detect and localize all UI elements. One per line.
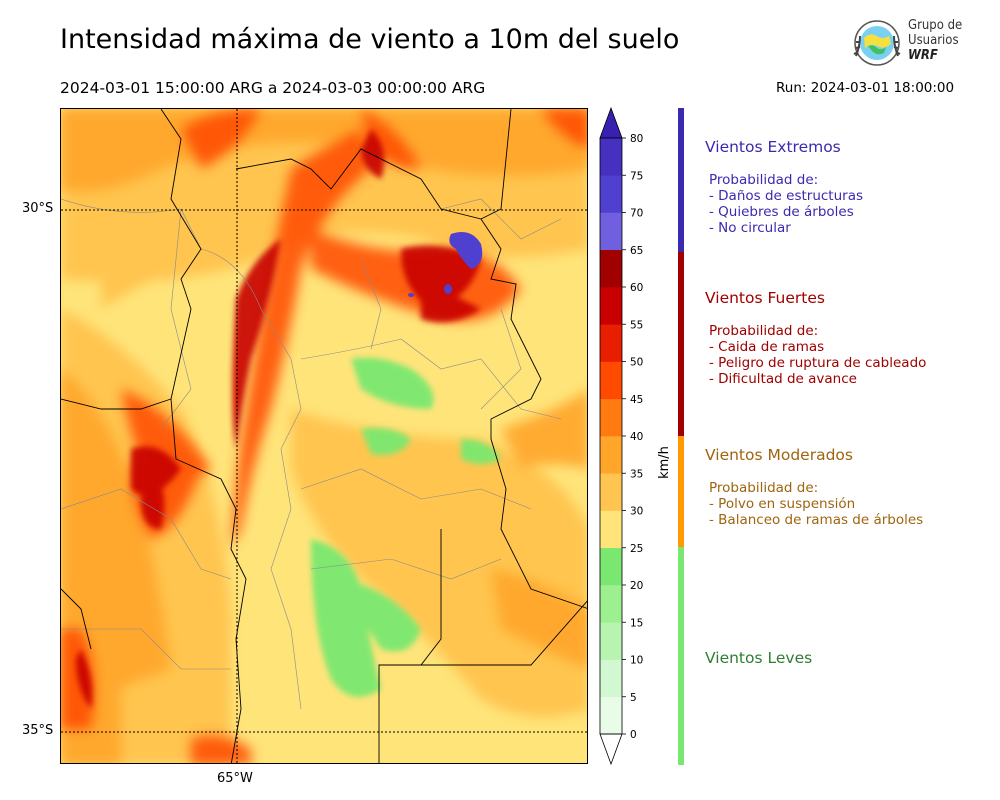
desc-line: - Caida de ramas bbox=[709, 339, 825, 355]
colorbar-tick-label: 55 bbox=[630, 319, 643, 331]
colorbar-tick-label: 70 bbox=[630, 208, 643, 220]
colorbar-tick-label: 25 bbox=[630, 543, 643, 555]
colorbar-tick-label: 35 bbox=[630, 468, 643, 480]
category-title-fuertes: Vientos Fuertes bbox=[705, 289, 825, 307]
colorbar-tick-label: 60 bbox=[630, 282, 643, 294]
lat-label-35s: 35°S bbox=[22, 723, 54, 738]
desc-line: Probabilidad de: bbox=[709, 323, 819, 339]
colorbar-cell bbox=[600, 510, 622, 549]
wind-map bbox=[60, 108, 588, 764]
category-title-leves: Vientos Leves bbox=[705, 649, 813, 667]
colorbar-cell bbox=[600, 659, 622, 698]
colorbar-cell bbox=[600, 585, 622, 623]
colorbar-cell bbox=[600, 249, 622, 288]
category-bar-moderados bbox=[678, 436, 684, 547]
desc-line: - No circular bbox=[709, 220, 791, 236]
colorbar-tick-label: 30 bbox=[630, 506, 643, 518]
desc-line: Probabilidad de: bbox=[709, 172, 819, 188]
colorbar-tick-label: 10 bbox=[630, 655, 643, 667]
logo-line-1: Grupo de bbox=[908, 18, 963, 33]
colorbar-cell bbox=[600, 361, 622, 400]
wind-field bbox=[61, 109, 587, 763]
desc-line: - Dificultad de avance bbox=[709, 371, 857, 387]
colorbar-cell bbox=[600, 547, 622, 586]
category-bar-extremos bbox=[678, 108, 684, 252]
colorbar-cell bbox=[600, 473, 622, 511]
colorbar-extend-min bbox=[599, 733, 623, 766]
colorbar-cell bbox=[600, 622, 622, 660]
colorbar-cell bbox=[600, 398, 622, 437]
category-desc-fuertes: Probabilidad de: - Caida de ramas - Peli… bbox=[709, 323, 926, 387]
chart-title: Intensidad máxima de viento a 10m del su… bbox=[60, 24, 680, 55]
colorbar-tick-label: 40 bbox=[630, 431, 643, 443]
desc-line: - Polvo en suspensión bbox=[709, 496, 856, 512]
colorbar-tick-label: 65 bbox=[630, 245, 643, 257]
category-desc-moderados: Probabilidad de: - Polvo en suspensión -… bbox=[709, 480, 923, 528]
colorbar-ticks: 0 5 10 15 20 25 30 35 40 45 50 55 60 65 70 75 80 bbox=[622, 133, 643, 741]
desc-line: - Peligro de ruptura de cableado bbox=[709, 355, 927, 371]
category-bar-leves bbox=[678, 547, 684, 765]
run-time: Run: 2024-03-01 18:00:00 bbox=[776, 80, 955, 96]
forecast-period: 2024-03-01 15:00:00 ARG a 2024-03-03 00:… bbox=[60, 79, 486, 97]
logo-line-2: Usuarios bbox=[908, 33, 959, 48]
lon-label-65w: 65°W bbox=[217, 771, 253, 786]
category-title-moderados: Vientos Moderados bbox=[705, 446, 853, 464]
colorbar-tick-label: 0 bbox=[630, 729, 637, 741]
colorbar-tick-label: 50 bbox=[630, 357, 643, 369]
colorbar-unit: km/h bbox=[656, 446, 672, 479]
lat-label-30s: 30°S bbox=[22, 201, 54, 216]
colorbar-tick-label: 45 bbox=[630, 394, 643, 406]
grupo-usuarios-wrf-logo: Grupo de Usuarios WRF bbox=[848, 16, 970, 76]
colorbar: 0 5 10 15 20 25 30 35 40 45 50 55 60 65 70 75 80 bbox=[599, 106, 643, 766]
colorbar-cells bbox=[599, 106, 623, 766]
logo-line-3: WRF bbox=[908, 48, 938, 63]
desc-line: - Balanceo de ramas de árboles bbox=[709, 512, 924, 528]
category-bar-fuertes bbox=[678, 252, 684, 436]
colorbar-cell bbox=[600, 696, 622, 735]
colorbar-tick-label: 80 bbox=[630, 133, 643, 145]
colorbar-tick-label: 20 bbox=[630, 580, 643, 592]
desc-line: - Quiebres de árboles bbox=[709, 204, 854, 220]
globe-icon bbox=[853, 20, 901, 66]
colorbar-cell bbox=[600, 436, 622, 474]
colorbar-cell bbox=[600, 138, 622, 176]
desc-line: - Daños de estructuras bbox=[709, 188, 864, 204]
category-title-extremos: Vientos Extremos bbox=[705, 138, 841, 156]
colorbar-tick-label: 75 bbox=[630, 170, 643, 182]
colorbar-cell bbox=[600, 287, 622, 325]
desc-line: Probabilidad de: bbox=[709, 480, 819, 496]
colorbar-extend-max bbox=[599, 106, 623, 139]
colorbar-cell bbox=[600, 175, 622, 213]
category-desc-extremos: Probabilidad de: - Daños de estructuras … bbox=[709, 172, 863, 236]
colorbar-tick-label: 15 bbox=[630, 617, 643, 629]
colorbar-cell bbox=[600, 324, 622, 362]
colorbar-cell bbox=[600, 212, 622, 251]
colorbar-tick-label: 5 bbox=[630, 692, 637, 704]
